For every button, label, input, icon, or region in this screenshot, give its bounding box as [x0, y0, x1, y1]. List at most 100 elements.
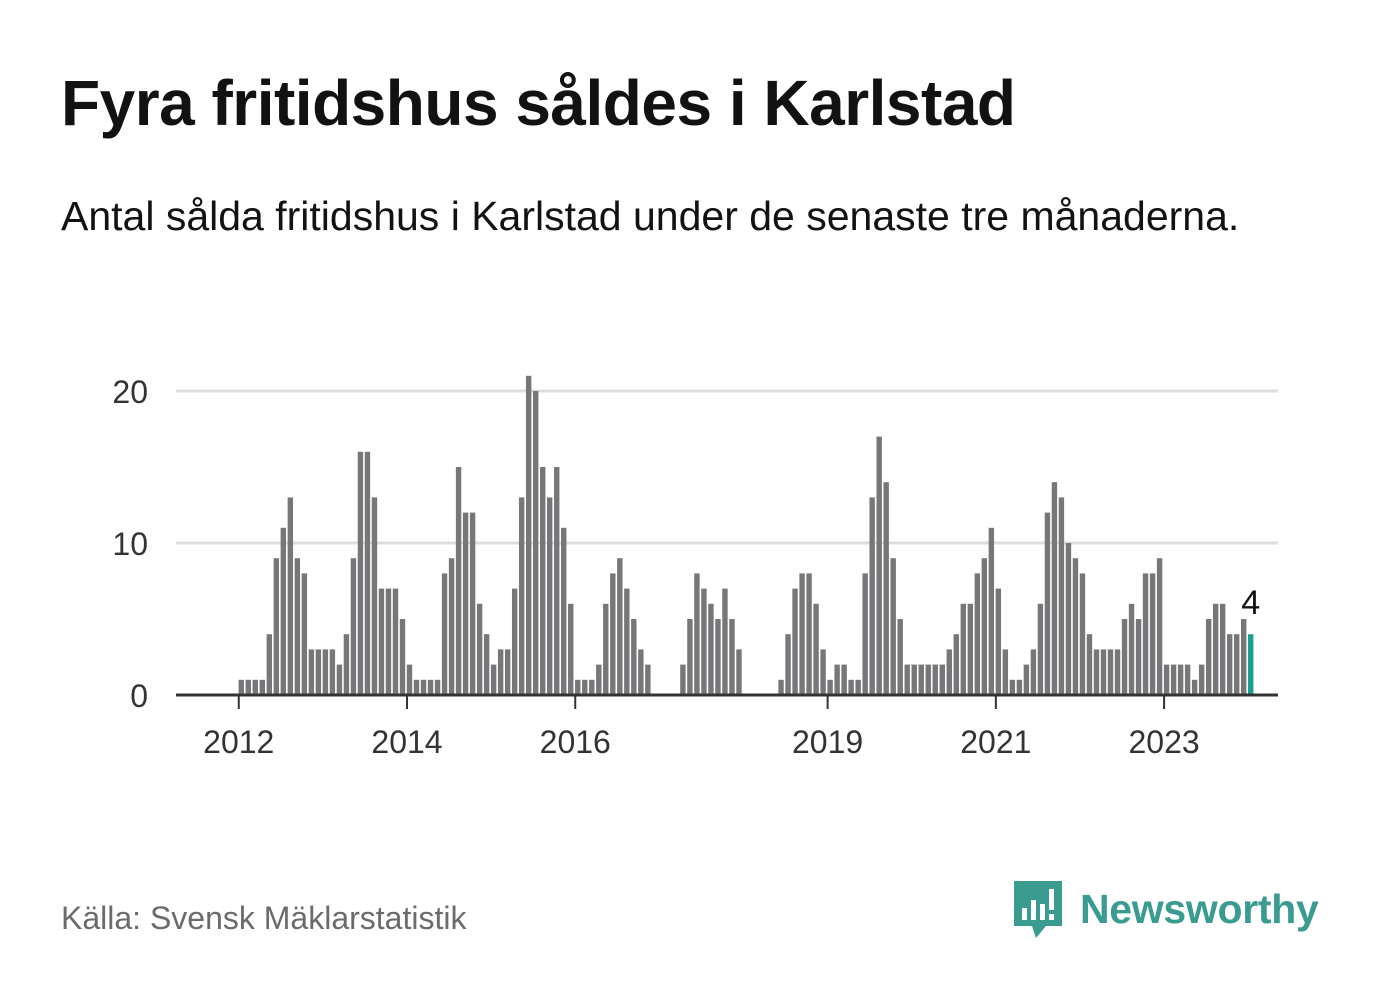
bar	[511, 588, 518, 695]
bar	[1241, 619, 1247, 695]
bar	[532, 391, 539, 695]
bar	[540, 467, 546, 695]
bar	[617, 558, 623, 695]
brand-name: Newsworthy	[1080, 885, 1319, 932]
bar	[406, 664, 413, 695]
bar	[708, 603, 714, 695]
bar	[1016, 679, 1023, 695]
bar	[855, 679, 861, 695]
bar	[715, 619, 721, 695]
bar	[1212, 603, 1219, 695]
bar	[1086, 634, 1093, 695]
bar	[1142, 573, 1149, 695]
bar	[827, 679, 833, 695]
bar	[981, 558, 988, 695]
bar	[694, 573, 700, 695]
bar	[1051, 482, 1058, 695]
bar	[799, 573, 805, 695]
bar	[1163, 664, 1170, 695]
bar	[995, 588, 1002, 695]
bar	[350, 558, 357, 695]
bar	[645, 664, 651, 695]
bar	[841, 664, 847, 695]
bar	[1107, 649, 1114, 695]
bar	[890, 558, 896, 695]
bar	[1156, 558, 1163, 695]
bar	[1100, 649, 1107, 695]
bar	[918, 664, 924, 695]
x-tick-label: 2016	[540, 724, 611, 760]
bar	[497, 649, 504, 695]
bar	[876, 436, 882, 695]
bar	[245, 679, 251, 695]
bar	[462, 512, 469, 695]
bar	[946, 649, 952, 695]
bar	[1219, 603, 1226, 695]
bar	[469, 512, 476, 695]
bar	[960, 603, 966, 695]
chart-subtitle: Antal sålda fritidshus i Karlstad under …	[61, 193, 1240, 239]
bar	[364, 451, 371, 695]
bar	[1128, 603, 1135, 695]
bar	[1044, 512, 1051, 695]
bar	[427, 679, 434, 695]
bar	[1037, 603, 1044, 695]
bar	[925, 664, 931, 695]
bar	[392, 588, 399, 695]
bar	[399, 619, 406, 695]
bar	[1226, 634, 1233, 695]
bar	[1114, 649, 1121, 695]
bar	[322, 649, 329, 695]
brand-logo: Newsworthy	[1010, 874, 1319, 944]
bar	[974, 573, 981, 695]
bar	[329, 649, 336, 695]
bar	[1170, 664, 1177, 695]
bar	[455, 467, 462, 695]
bar	[378, 588, 385, 695]
bar	[1121, 619, 1128, 695]
bar	[932, 664, 938, 695]
bar	[1065, 543, 1072, 695]
bar	[1009, 679, 1016, 695]
bar	[953, 634, 959, 695]
bar	[1002, 649, 1009, 695]
bar	[680, 664, 686, 695]
x-tick-label: 2021	[960, 724, 1031, 760]
bar	[862, 573, 868, 695]
bar	[834, 664, 840, 695]
bar	[1177, 664, 1184, 695]
bar-latest	[1248, 634, 1254, 695]
bar	[575, 679, 581, 695]
y-tick-label: 10	[112, 526, 148, 562]
bar	[988, 527, 995, 695]
bar	[252, 679, 258, 695]
bar	[687, 619, 693, 695]
bar	[561, 527, 567, 695]
bar	[434, 679, 441, 695]
bar	[1205, 619, 1212, 695]
y-tick-label: 20	[112, 374, 148, 410]
bar	[792, 588, 798, 695]
bar	[525, 375, 532, 695]
bar	[1191, 679, 1198, 695]
bar	[315, 649, 322, 695]
bar	[273, 558, 280, 695]
chart-title: Fyra fritidshus såldes i Karlstad	[61, 67, 1016, 139]
bar	[266, 634, 273, 695]
x-tick-label: 2012	[203, 724, 274, 760]
bar	[259, 679, 265, 695]
bar	[308, 649, 315, 695]
bar	[967, 603, 974, 695]
bar	[596, 664, 602, 695]
bar	[624, 588, 630, 695]
bar	[1233, 634, 1240, 695]
bar	[420, 679, 427, 695]
bar	[294, 558, 301, 695]
x-tick-label: 2019	[792, 724, 863, 760]
bar	[820, 649, 826, 695]
bar	[441, 573, 448, 695]
bar	[490, 664, 497, 695]
bar	[547, 497, 553, 695]
bar	[1030, 649, 1037, 695]
bar	[610, 573, 616, 695]
